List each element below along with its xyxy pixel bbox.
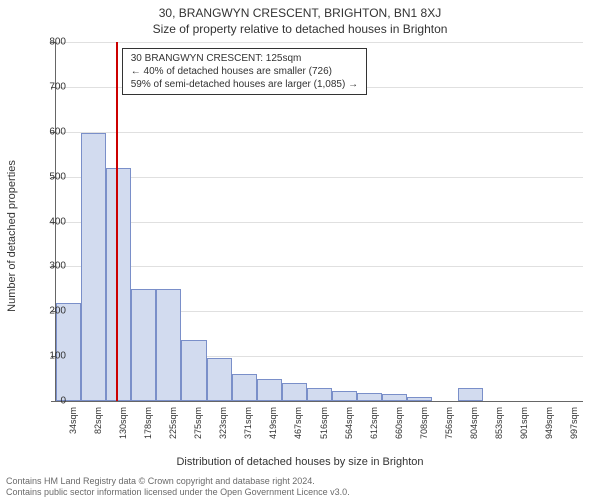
y-tick-label: 200 bbox=[26, 306, 66, 317]
chart-title: Size of property relative to detached ho… bbox=[0, 22, 600, 36]
y-tick-label: 600 bbox=[26, 126, 66, 137]
y-tick-label: 800 bbox=[26, 37, 66, 48]
histogram-bar bbox=[382, 394, 407, 401]
histogram-bar bbox=[407, 397, 432, 401]
x-tick-label: 419sqm bbox=[268, 407, 278, 457]
x-tick-label: 516sqm bbox=[319, 407, 329, 457]
x-axis-label: Distribution of detached houses by size … bbox=[0, 456, 600, 468]
y-tick-label: 400 bbox=[26, 216, 66, 227]
y-tick-label: 300 bbox=[26, 261, 66, 272]
histogram-bar bbox=[458, 388, 483, 401]
x-tick-label: 275sqm bbox=[193, 407, 203, 457]
x-tick-label: 564sqm bbox=[344, 407, 354, 457]
histogram-bar bbox=[207, 358, 232, 401]
annotation-line: ← 40% of detached houses are smaller (72… bbox=[131, 65, 358, 78]
histogram-bar bbox=[106, 168, 131, 401]
gridline bbox=[56, 177, 583, 178]
x-tick-label: 997sqm bbox=[569, 407, 579, 457]
x-tick-label: 323sqm bbox=[218, 407, 228, 457]
x-tick-label: 708sqm bbox=[419, 407, 429, 457]
x-tick-label: 130sqm bbox=[118, 407, 128, 457]
gridline bbox=[56, 42, 583, 43]
marker-line bbox=[116, 42, 118, 401]
page-root: 30, BRANGWYN CRESCENT, BRIGHTON, BN1 8XJ… bbox=[0, 0, 600, 500]
y-tick-label: 0 bbox=[26, 396, 66, 407]
x-tick-label: 34sqm bbox=[68, 407, 78, 457]
x-tick-label: 371sqm bbox=[243, 407, 253, 457]
footer-line-1: Contains HM Land Registry data © Crown c… bbox=[6, 476, 594, 487]
histogram-bar bbox=[332, 391, 357, 401]
histogram-bar bbox=[156, 289, 181, 401]
histogram-bar bbox=[307, 388, 332, 401]
x-tick-label: 901sqm bbox=[519, 407, 529, 457]
footer-attribution: Contains HM Land Registry data © Crown c… bbox=[6, 476, 594, 498]
x-tick-label: 660sqm bbox=[394, 407, 404, 457]
histogram-bar bbox=[181, 340, 206, 401]
x-tick-label: 756sqm bbox=[444, 407, 454, 457]
x-tick-label: 82sqm bbox=[93, 407, 103, 457]
histogram-bar bbox=[282, 383, 307, 401]
x-tick-label: 225sqm bbox=[168, 407, 178, 457]
gridline bbox=[56, 222, 583, 223]
annotation-box: 30 BRANGWYN CRESCENT: 125sqm← 40% of det… bbox=[122, 48, 367, 95]
histogram-bar bbox=[81, 133, 106, 401]
histogram-bar bbox=[232, 374, 257, 401]
plot-area: 30 BRANGWYN CRESCENT: 125sqm← 40% of det… bbox=[55, 42, 583, 402]
y-tick-label: 500 bbox=[26, 171, 66, 182]
histogram-bar bbox=[257, 379, 282, 401]
x-tick-label: 467sqm bbox=[293, 407, 303, 457]
x-tick-label: 853sqm bbox=[494, 407, 504, 457]
x-tick-label: 804sqm bbox=[469, 407, 479, 457]
histogram-bar bbox=[131, 289, 156, 401]
footer-line-2: Contains public sector information licen… bbox=[6, 487, 594, 498]
y-axis-label: Number of detached properties bbox=[6, 36, 18, 436]
y-tick-label: 700 bbox=[26, 81, 66, 92]
chart-supertitle: 30, BRANGWYN CRESCENT, BRIGHTON, BN1 8XJ bbox=[0, 6, 600, 20]
x-tick-label: 949sqm bbox=[544, 407, 554, 457]
x-tick-label: 178sqm bbox=[143, 407, 153, 457]
annotation-line: 30 BRANGWYN CRESCENT: 125sqm bbox=[131, 52, 358, 65]
x-tick-label: 612sqm bbox=[369, 407, 379, 457]
annotation-line: 59% of semi-detached houses are larger (… bbox=[131, 78, 358, 91]
histogram-bar bbox=[357, 393, 382, 401]
gridline bbox=[56, 266, 583, 267]
gridline bbox=[56, 132, 583, 133]
y-tick-label: 100 bbox=[26, 351, 66, 362]
